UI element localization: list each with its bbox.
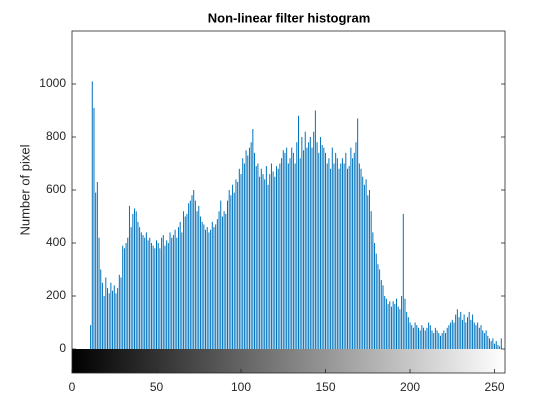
y-tick-label: 1000 bbox=[39, 76, 66, 90]
y-axis-label: Number of pixel bbox=[17, 144, 32, 235]
x-tick-label: 200 bbox=[400, 380, 420, 394]
y-tick-label: 800 bbox=[46, 129, 66, 143]
axes-box bbox=[71, 30, 506, 374]
x-tick-label: 150 bbox=[316, 380, 336, 394]
y-tick-label: 400 bbox=[46, 235, 66, 249]
y-tick-label: 600 bbox=[46, 182, 66, 196]
colorbar bbox=[72, 349, 505, 373]
x-tick-label: 0 bbox=[69, 380, 76, 394]
y-tick-label: 0 bbox=[59, 341, 66, 355]
y-tick-label: 200 bbox=[46, 288, 66, 302]
chart-title: Non-linear filter histogram bbox=[208, 10, 371, 25]
x-tick-label: 250 bbox=[485, 380, 505, 394]
x-tick-label: 100 bbox=[231, 380, 251, 394]
x-tick-label: 50 bbox=[150, 380, 164, 394]
